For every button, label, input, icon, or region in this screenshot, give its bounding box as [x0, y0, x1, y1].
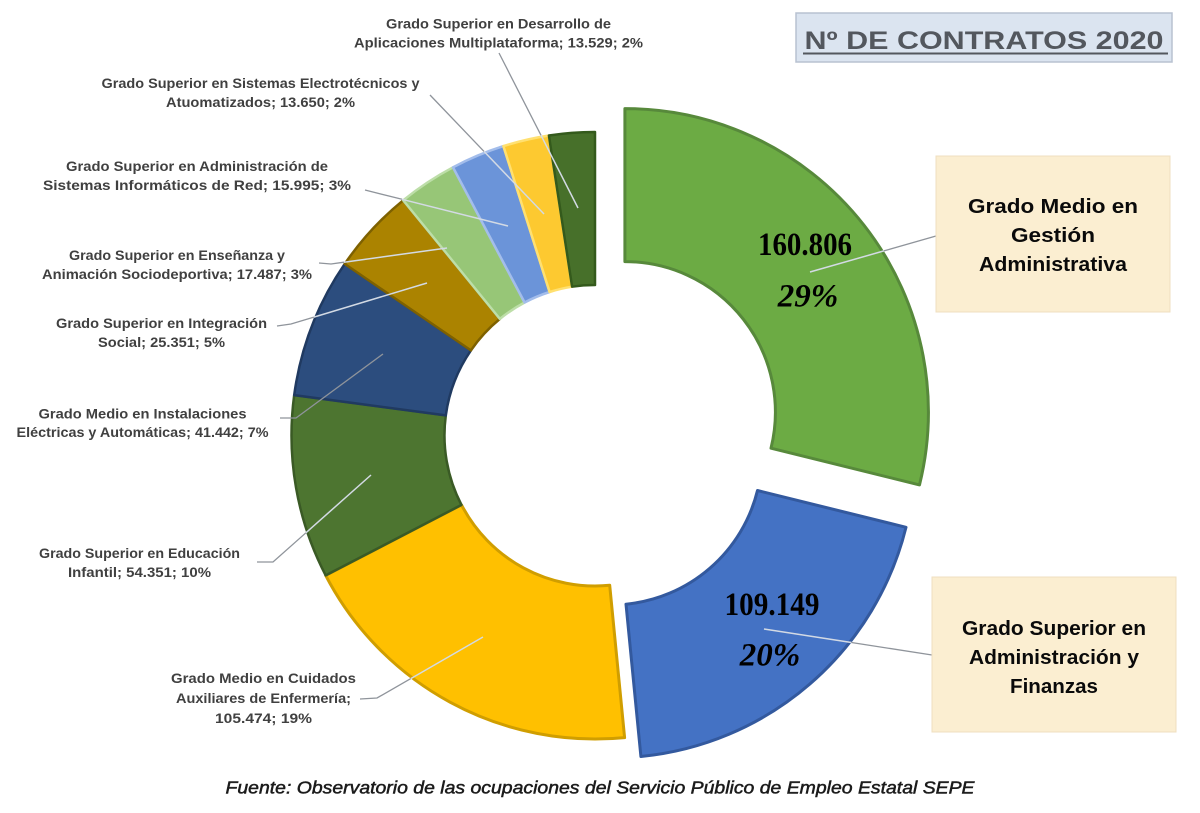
svg-text:20%: 20% [739, 638, 801, 674]
svg-text:Fuente: Observatorio de las oc: Fuente: Observatorio de las ocupaciones … [226, 778, 975, 798]
svg-text:Sistemas Informáticos de Red;: Sistemas Informáticos de Red; 15.995; 3% [43, 177, 352, 193]
svg-text:Grado Medio en: Grado Medio en [968, 196, 1138, 218]
svg-text:Eléctricas y Automáticas; 41.4: Eléctricas y Automáticas; 41.442; 7% [17, 424, 270, 440]
svg-text:105.474; 19%: 105.474; 19% [215, 710, 313, 726]
svg-text:Nº DE CONTRATOS 2020: Nº DE CONTRATOS 2020 [805, 27, 1164, 55]
svg-text:109.149: 109.149 [725, 587, 820, 623]
svg-text:Grado Superior en Sistemas Ele: Grado Superior en Sistemas Electrotécnic… [102, 75, 420, 91]
svg-text:29%: 29% [777, 279, 839, 315]
svg-text:Aplicaciones Multiplataforma;: Aplicaciones Multiplataforma; 13.529; 2% [354, 35, 644, 51]
svg-text:Administrativa: Administrativa [979, 254, 1128, 276]
svg-text:Grado Superior en Educación: Grado Superior en Educación [39, 545, 240, 561]
svg-text:Grado Medio en Cuidados: Grado Medio en Cuidados [171, 670, 356, 686]
svg-text:Grado Superior en Integración: Grado Superior en Integración [56, 315, 267, 331]
svg-text:Administración y: Administración y [969, 647, 1140, 669]
svg-text:Auxiliares de Enfermería;: Auxiliares de Enfermería; [176, 690, 351, 706]
svg-text:Gestión: Gestión [1011, 225, 1095, 247]
svg-text:Animación Sociodeportiva; 17.4: Animación Sociodeportiva; 17.487; 3% [42, 266, 313, 282]
svg-text:Social; 25.351; 5%: Social; 25.351; 5% [98, 334, 226, 350]
svg-text:Atuomatizados; 13.650; 2%: Atuomatizados; 13.650; 2% [166, 94, 356, 110]
svg-text:Grado Superior en: Grado Superior en [962, 618, 1146, 640]
svg-text:Grado Superior en Enseñanza y: Grado Superior en Enseñanza y [69, 247, 285, 263]
svg-text:160.806: 160.806 [758, 227, 852, 263]
svg-text:Infantil; 54.351; 10%: Infantil; 54.351; 10% [68, 564, 212, 580]
svg-text:Grado Superior en Administraci: Grado Superior en Administración de [66, 158, 328, 174]
svg-text:Finanzas: Finanzas [1010, 676, 1098, 698]
svg-text:Grado Medio en Instalaciones: Grado Medio en Instalaciones [39, 406, 247, 422]
svg-text:Grado Superior en Desarrollo d: Grado Superior en Desarrollo de [386, 16, 611, 32]
